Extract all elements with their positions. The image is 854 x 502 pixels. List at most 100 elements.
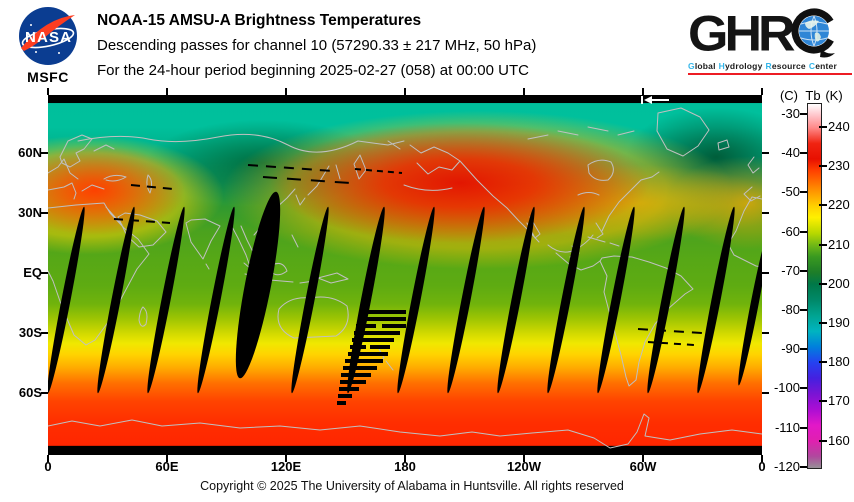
ghrc-tagline-word: Hydrology — [718, 61, 763, 71]
colorbar-kelvin-label: 200 — [828, 275, 850, 291]
colorbar-kelvin-label: 180 — [828, 354, 850, 370]
copyright-text: Copyright © 2025 The University of Alaba… — [200, 479, 624, 493]
lon-tick-mark — [47, 455, 49, 462]
colorbar-kelvin-tick — [819, 361, 827, 364]
lon-tick-mark — [523, 88, 525, 95]
lon-tick-mark — [642, 88, 644, 95]
lon-tick-mark — [523, 455, 525, 462]
colorbar-kelvin-tick — [819, 282, 827, 285]
colorbar-celsius-label: -120 — [773, 458, 800, 474]
lon-tick-mark — [47, 88, 49, 95]
lat-tick-mark — [762, 272, 769, 274]
lat-tick-label: EQ — [23, 265, 42, 280]
colorbar-celsius-label: -30 — [781, 106, 800, 121]
colorbar-celsius-tick — [800, 113, 807, 115]
lat-tick-mark — [41, 212, 48, 214]
colorbar-kelvin-label: 210 — [828, 236, 850, 252]
lon-tick-label: 60E — [155, 459, 179, 474]
colorbar-celsius-tick — [800, 191, 807, 194]
colorbar-celsius-tick — [800, 387, 807, 390]
colorbar-gradient — [807, 103, 822, 469]
colorbar-kelvin-label: 230 — [828, 158, 850, 174]
ghrc-letters: GHR — [688, 6, 796, 62]
ghrc-globe-icon — [791, 8, 837, 58]
colorbar-celsius-tick — [800, 426, 807, 429]
colorbar-celsius-label: -70 — [781, 262, 800, 278]
nasa-meatball-icon: NASA — [19, 7, 77, 65]
lon-tick-mark — [404, 455, 406, 462]
colorbar-celsius-tick — [800, 309, 807, 311]
nasa-msfc-logo: NASA MSFC — [12, 6, 84, 85]
colorbar-celsius-label: -110 — [774, 419, 800, 435]
colorbar-kelvin-label: 160 — [828, 432, 850, 448]
colorbar-celsius-tick — [800, 152, 807, 155]
colorbar-kelvin-tick — [819, 439, 827, 442]
lat-tick-label: 30N — [18, 205, 42, 220]
colorbar-kelvin-label: 190 — [828, 315, 850, 330]
colorbar-celsius-tick — [800, 465, 807, 468]
nasa-wordmark: NASA — [25, 29, 71, 46]
lon-tick-label: 120W — [507, 459, 541, 474]
lat-tick-mark — [41, 332, 48, 334]
lat-tick-mark — [762, 392, 769, 394]
plot-subtitle-period: For the 24-hour period beginning 2025-02… — [97, 62, 529, 79]
colorbar-kelvin-label: 220 — [828, 197, 850, 213]
coastlines — [48, 107, 762, 449]
plot-titles: NOAA-15 AMSU-A Brightness Temperatures D… — [97, 8, 677, 83]
colorbar-celsius-label: -40 — [781, 145, 800, 161]
ghrc-tagline-word: Center — [808, 61, 837, 71]
map-overlay — [48, 96, 762, 449]
colorbar-celsius-label: -90 — [781, 341, 800, 357]
ghrc-tagline: Global Hydrology Resource Center — [688, 61, 852, 71]
msfc-caption: MSFC — [27, 69, 69, 85]
ghrc-tagline-word: Resource — [765, 61, 806, 71]
colorbar-quantity-header: Tb — [805, 88, 821, 103]
lat-tick-mark — [41, 152, 48, 154]
lon-tick-mark — [404, 88, 406, 95]
lon-tick-mark — [761, 455, 763, 462]
colorbar-celsius-label: -60 — [781, 223, 800, 239]
colorbar-kelvin-tick — [819, 243, 827, 246]
plot-subtitle-channel: Descending passes for channel 10 (57290.… — [97, 37, 537, 54]
brightness-temperature-map — [48, 95, 762, 455]
ghrc-tagline-word: Global — [688, 61, 716, 71]
lat-tick-mark — [762, 212, 769, 214]
colorbar-celsius-label: -80 — [781, 302, 800, 317]
lon-tick-label: 0 — [44, 459, 52, 474]
colorbar-kelvin-header: (K) — [825, 88, 843, 103]
missing-scanline-dashes — [113, 164, 703, 346]
colorbar-kelvin-tick — [819, 204, 827, 207]
data-gap-streaks — [48, 191, 762, 394]
lon-tick-mark — [642, 455, 644, 462]
colorbar-kelvin-label: 240 — [828, 119, 850, 134]
colorbar-celsius-tick — [800, 269, 807, 272]
colorbar-kelvin-tick — [819, 400, 827, 403]
colorbar-kelvin-tick — [819, 322, 827, 324]
plot-title: NOAA-15 AMSU-A Brightness Temperatures — [97, 12, 422, 29]
lon-tick-label: 0 — [758, 459, 766, 474]
lon-tick-label: 60W — [629, 459, 657, 474]
ghrc-logo: GHR Global Hydrology Resource Center — [688, 4, 852, 75]
lon-tick-mark — [285, 455, 287, 462]
lon-tick-mark — [761, 88, 763, 95]
ghrc-red-underline — [688, 73, 852, 75]
lon-tick-label: 120E — [270, 459, 302, 474]
colorbar-kelvin-label: 170 — [828, 393, 850, 409]
lat-tick-mark — [41, 272, 48, 274]
lat-tick-mark — [762, 332, 769, 334]
lon-tick-mark — [166, 455, 168, 462]
colorbar-kelvin-tick — [819, 126, 827, 128]
lon-tick-label: 180 — [394, 459, 416, 474]
colorbar-celsius-tick — [800, 230, 807, 233]
lat-tick-label: 60S — [18, 385, 42, 400]
lat-tick-label: 30S — [18, 325, 42, 340]
lat-tick-label: 60N — [18, 145, 42, 160]
colorbar-kelvin-tick — [819, 165, 827, 168]
lat-tick-mark — [41, 392, 48, 394]
lon-tick-mark — [285, 88, 287, 95]
descending-direction-arrow-icon — [641, 96, 669, 104]
copyright-line: Copyright © 2025 The University of Alaba… — [0, 479, 824, 493]
partial-scan-stripes — [337, 310, 406, 405]
lat-tick-mark — [762, 152, 769, 154]
